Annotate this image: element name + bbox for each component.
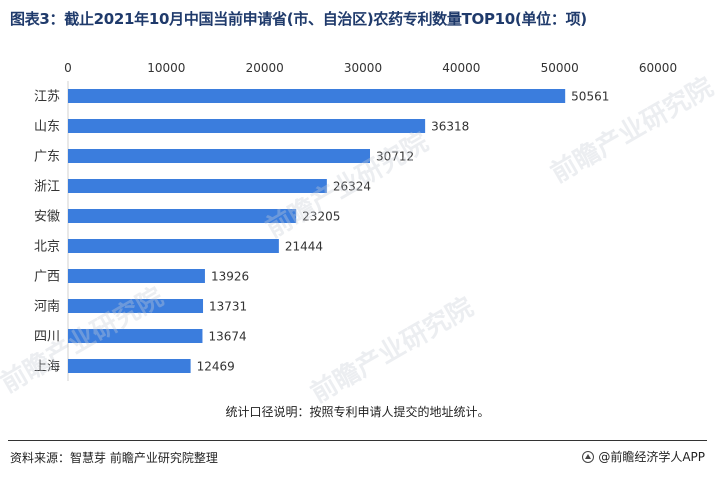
brand-credit: @前瞻经济学人APP [582, 448, 705, 465]
data-label: 50561 [571, 90, 609, 104]
category-label: 上海 [34, 360, 60, 375]
data-label: 13731 [209, 300, 247, 314]
value-labels: 50561 36318 30712 26324 23205 21444 13926 13731… [197, 90, 610, 374]
x-tick-label: 10000 [147, 61, 185, 75]
bar [68, 329, 203, 343]
bar-chart: 0 10000 20000 30000 40000 50000 60000 江苏山东广东浙江… [34, 61, 677, 381]
category-label: 广西 [34, 270, 60, 285]
data-label: 30712 [376, 150, 414, 164]
category-label: 四川 [34, 330, 60, 345]
x-tick-label: 30000 [344, 61, 382, 75]
data-label: 13674 [208, 330, 246, 344]
x-tick-label: 60000 [639, 61, 677, 75]
x-tick-label: 0 [64, 61, 72, 75]
category-label: 浙江 [34, 180, 60, 195]
bar [68, 269, 205, 283]
bar [68, 119, 426, 133]
methodology-note: 统计口径说明：按照专利申请人提交的地址统计。 [225, 405, 490, 419]
category-label: 江苏 [34, 89, 60, 105]
category-label: 山东 [34, 120, 60, 135]
category-label: 河南 [34, 299, 60, 315]
bar [68, 179, 327, 193]
data-label: 13926 [211, 270, 249, 284]
category-label: 安徽 [34, 210, 60, 225]
bar [68, 89, 566, 103]
data-label: 12469 [197, 360, 235, 374]
chart-title: 图表3：截止2021年10月中国当前申请省(市、自治区)农药专利数量TOP10(… [10, 10, 587, 28]
data-label: 26324 [333, 180, 371, 194]
category-label: 广东 [34, 150, 60, 165]
x-tick-label: 50000 [541, 61, 579, 75]
bar [68, 149, 371, 163]
bar [68, 299, 204, 313]
brand-logo-icon [582, 450, 595, 463]
x-axis-ticks: 0 10000 20000 30000 40000 50000 60000 [64, 61, 677, 75]
data-label: 36318 [431, 120, 469, 134]
x-tick-label: 20000 [246, 61, 284, 75]
footer-divider [8, 440, 707, 441]
data-label: 21444 [285, 240, 323, 254]
x-tick-label: 40000 [442, 61, 480, 75]
bar [68, 239, 279, 253]
data-label: 23205 [302, 210, 340, 224]
bar [68, 359, 191, 373]
category-label: 北京 [34, 240, 60, 255]
bar [68, 209, 297, 223]
source-text: 资料来源：智慧芽 前瞻产业研究院整理 [10, 451, 218, 465]
brand-text: @前瞻经济学人APP [598, 450, 705, 464]
bars [68, 89, 566, 373]
